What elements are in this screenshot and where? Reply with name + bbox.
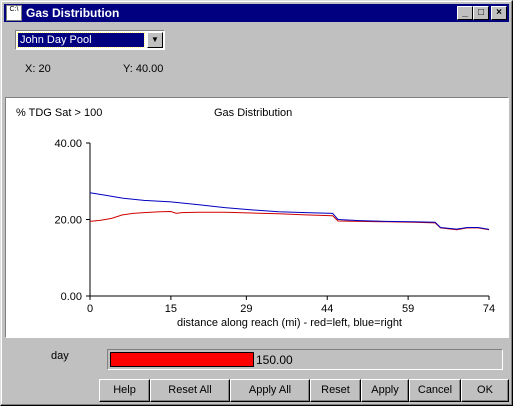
day-label: day — [51, 350, 69, 362]
window-title: Gas Distribution — [26, 6, 120, 20]
plot-panel[interactable]: % TDG Sat > 100 Gas Distribution 0.00 20.00… — [5, 97, 509, 338]
x-readout: X: 20 — [25, 63, 51, 75]
reset-button[interactable]: Reset — [310, 379, 361, 402]
help-button[interactable]: Help — [99, 379, 150, 402]
minimize-button[interactable]: _ — [457, 6, 473, 20]
x-tick-label: 59 — [402, 303, 414, 315]
y-readout: Y: 40.00 — [123, 63, 164, 75]
maximize-icon: □ — [477, 7, 485, 18]
cancel-button[interactable]: Cancel — [409, 379, 461, 402]
x-tick-label: 0 — [87, 303, 93, 315]
x-tick-label: 29 — [240, 303, 252, 315]
reset-all-button[interactable]: Reset All — [150, 379, 230, 402]
x-tick-label: 74 — [483, 303, 495, 315]
chart-xlabel: distance along reach (mi) - red=left, bl… — [177, 317, 402, 329]
day-progress-fill — [110, 352, 254, 367]
chevron-down-icon[interactable]: ▼ — [147, 32, 163, 48]
location-select[interactable]: John Day Pool ▼ — [15, 30, 165, 50]
series-line-left — [89, 210, 490, 231]
title-bar[interactable]: C:\ Gas Distribution _ □ × — [4, 4, 509, 22]
apply-all-button[interactable]: Apply All — [230, 379, 310, 402]
x-tick-label: 15 — [165, 303, 177, 315]
app-icon[interactable]: C:\ — [6, 5, 22, 21]
series-line-right — [89, 192, 490, 230]
day-progress-bar[interactable]: 150.00 — [107, 349, 503, 370]
ok-button[interactable]: OK — [461, 379, 509, 402]
location-select-value: John Day Pool — [17, 32, 145, 48]
chart-title: Gas Distribution — [214, 107, 292, 119]
apply-button[interactable]: Apply — [361, 379, 409, 402]
close-icon: × — [496, 7, 502, 18]
maximize-button[interactable]: □ — [473, 6, 489, 20]
x-tick-label: 44 — [321, 303, 333, 315]
gas-distribution-chart: % TDG Sat > 100 Gas Distribution 0.00 20.00… — [16, 107, 495, 329]
y-tick-label: 20.00 — [54, 215, 82, 227]
close-button[interactable]: × — [491, 6, 507, 20]
chart-ylabel: % TDG Sat > 100 — [16, 107, 102, 119]
minimize-icon: _ — [462, 7, 468, 18]
y-tick-label: 0.00 — [61, 291, 82, 303]
y-tick-label: 40.00 — [54, 138, 82, 150]
app-icon-text: C:\ — [9, 6, 19, 13]
day-progress-value: 150.00 — [256, 353, 293, 367]
